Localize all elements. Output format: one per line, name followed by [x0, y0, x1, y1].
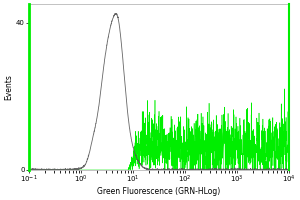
Y-axis label: Events: Events [4, 74, 13, 100]
X-axis label: Green Fluorescence (GRN-HLog): Green Fluorescence (GRN-HLog) [97, 187, 220, 196]
